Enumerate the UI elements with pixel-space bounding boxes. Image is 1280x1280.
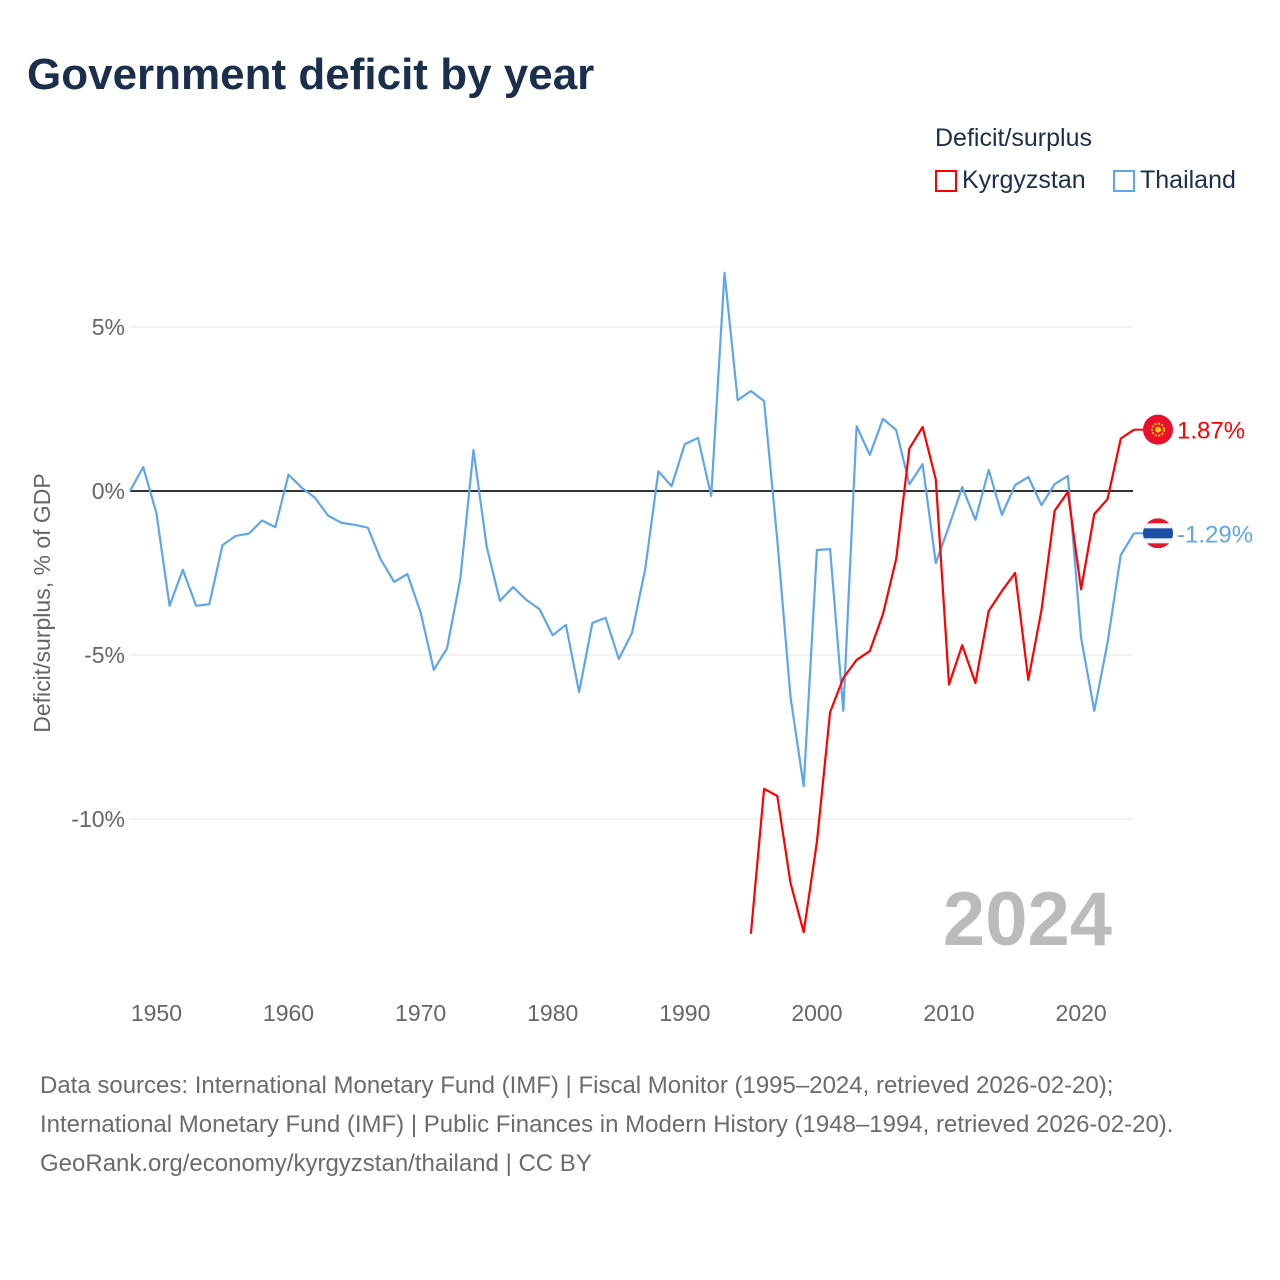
line-chart: 5% 0% -5% -10% 1950 1960 1970 1980 1990 2000 2010 2… <box>29 271 1253 1026</box>
chart-title: Government deficit by year <box>27 50 595 99</box>
end-value-label-thailand: -1.29% <box>1177 521 1253 548</box>
y-tick-label: -10% <box>71 806 125 832</box>
legend-label: Kyrgyzstan <box>962 166 1086 194</box>
flag-sun-center <box>1155 426 1161 433</box>
y-axis-label: Deficit/surplus, % of GDP <box>29 473 55 732</box>
legend-label: Thailand <box>1140 166 1236 194</box>
x-tick-label: 2010 <box>923 1000 974 1026</box>
data-sources: Data sources: International Monetary Fun… <box>40 1072 1174 1138</box>
y-tick-label: 0% <box>92 478 125 504</box>
year-label: 2024 <box>943 877 1112 962</box>
series-line-kyrgyzstan <box>749 425 1135 934</box>
x-tick-label: 2000 <box>791 1000 842 1026</box>
legend-swatch-kyrgyzstan <box>935 169 957 192</box>
flag-stripe <box>1143 528 1173 539</box>
x-tick-label: 1950 <box>131 1000 182 1026</box>
series-line-thailand <box>129 271 1135 788</box>
x-tick-label: 1960 <box>263 1000 314 1026</box>
flag-sun <box>1151 422 1165 437</box>
y-tick-label: 5% <box>92 314 125 340</box>
legend-item-thailand[interactable]: Thailand <box>1113 166 1236 195</box>
legend-swatch-thailand <box>1113 169 1135 192</box>
legend-title: Deficit/surplus <box>935 124 1092 152</box>
x-tick-label: 2020 <box>1056 1000 1107 1026</box>
end-value-label-kyrgyzstan: 1.87% <box>1177 418 1245 445</box>
credit-link[interactable]: GeoRank.org/economy/kyrgyzstan/thailand … <box>40 1150 592 1177</box>
y-tick-label: -5% <box>84 642 125 668</box>
x-tick-label: 1970 <box>395 1000 446 1026</box>
thailand-flag-icon <box>1143 518 1173 549</box>
footer: Data sources: International Monetary Fun… <box>40 1066 1240 1183</box>
legend-item-kyrgyzstan[interactable]: Kyrgyzstan <box>935 166 1086 195</box>
x-tick-label: 1990 <box>659 1000 710 1026</box>
x-tick-label: 1980 <box>527 1000 578 1026</box>
